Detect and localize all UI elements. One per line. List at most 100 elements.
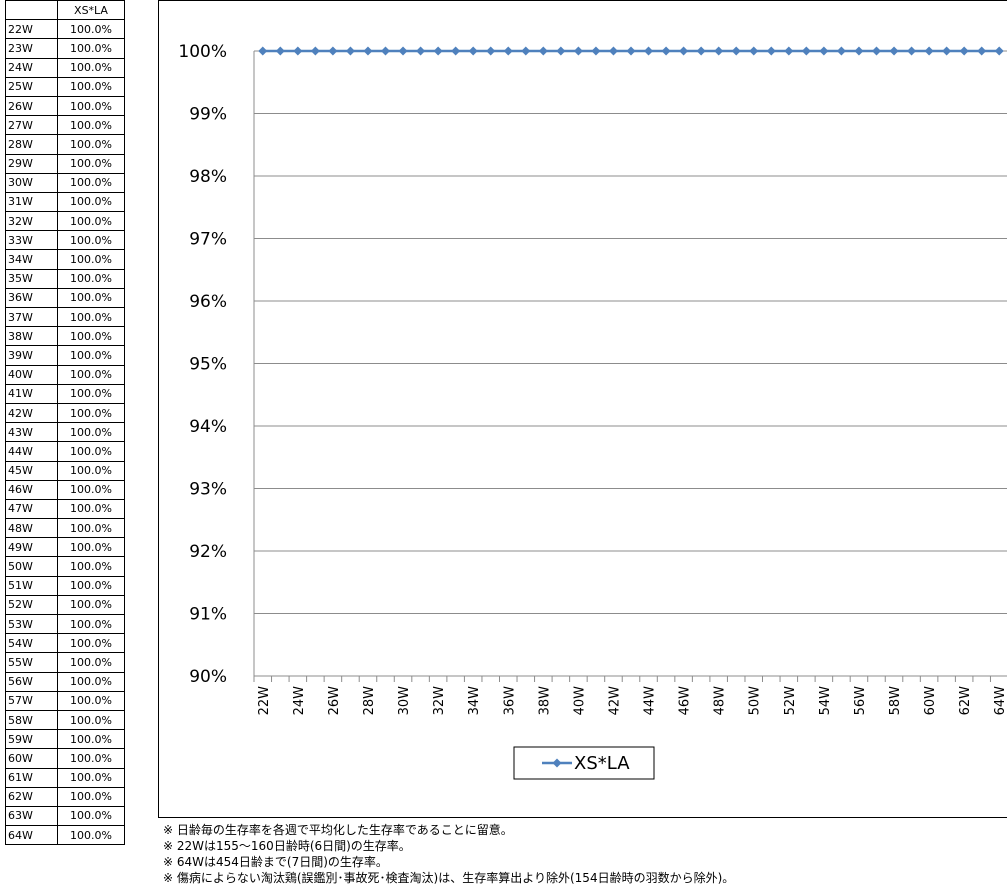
week-cell: 33W [5,230,58,251]
table-row: 24W 100.0% [5,57,125,78]
table-row: 57W 100.0% [5,690,125,711]
table-row: 45W 100.0% [5,460,125,481]
week-cell: 58W [5,709,58,731]
table-row: 27W 100.0% [5,115,125,136]
data-point [310,46,320,56]
data-point [538,46,548,56]
value-cell: 100.0% [57,709,125,731]
table-row: 22W 100.0% [5,19,125,40]
y-tick-label: 94% [189,417,227,437]
table-header-row: XS*LA [5,0,125,21]
week-cell: 57W [5,690,58,711]
week-cell: 60W [5,748,58,769]
value-cell: 100.0% [57,287,125,309]
value-cell: 100.0% [57,729,125,750]
data-point [924,46,934,56]
y-tick-label: 92% [189,542,227,562]
data-point [328,46,338,56]
value-cell: 100.0% [57,211,125,232]
data-point [959,46,969,56]
data-point [503,46,513,56]
table-row: 51W 100.0% [5,575,125,596]
week-cell: 48W [5,518,58,539]
legend-label: XS*LA [574,753,630,774]
week-cell: 26W [5,95,58,117]
table-row: 38W 100.0% [5,326,125,347]
week-cell: 37W [5,306,58,328]
legend-marker-swatch [552,758,562,768]
table-row: 59W 100.0% [5,729,125,750]
x-tick-label: 48W [713,686,728,716]
value-cell: 100.0% [57,249,125,270]
data-point [363,46,373,56]
week-cell: 29W [5,153,58,174]
y-tick-label: 97% [189,230,227,250]
value-cell: 100.0% [57,115,125,136]
table-row: 64W 100.0% [5,825,125,846]
value-cell: 100.0% [57,402,125,424]
week-cell: 28W [5,134,58,155]
x-tick-label: 26W [327,686,342,716]
table-series-header: XS*LA [57,0,125,21]
table-row: 42W 100.0% [5,402,125,424]
data-point [608,46,618,56]
week-cell: 30W [5,172,58,193]
data-point [679,46,689,56]
y-tick-label: 91% [189,605,227,625]
table-row: 36W 100.0% [5,287,125,309]
week-cell: 56W [5,671,58,692]
x-tick-label: 38W [537,686,552,716]
data-point [854,46,864,56]
table-row: 43W 100.0% [5,422,125,443]
value-cell: 100.0% [57,268,125,289]
chart-area: 90% 91% 92% 93% 94% 95% 96% 97% 98% 99% 100% 22W 24W… [158,0,1007,818]
table-row: 49W 100.0% [5,537,125,558]
x-tick-label: 34W [467,686,482,716]
table-row: 33W 100.0% [5,230,125,251]
value-cell: 100.0% [57,748,125,769]
week-cell: 54W [5,633,58,654]
value-cell: 100.0% [57,613,125,635]
x-tick-label: 54W [818,686,833,716]
week-cell: 49W [5,537,58,558]
data-point [486,46,496,56]
x-tick-label: 58W [888,686,903,716]
x-tick-label: 30W [397,686,412,716]
data-point [416,46,426,56]
x-tick-label: 64W [993,686,1007,716]
table-row: 55W 100.0% [5,652,125,673]
value-cell: 100.0% [57,575,125,596]
x-tick-label: 56W [853,686,868,716]
table-row: 26W 100.0% [5,95,125,117]
x-tick-label: 44W [643,686,658,716]
week-cell: 61W [5,767,58,788]
x-tick-label: 24W [292,686,307,716]
value-cell: 100.0% [57,153,125,174]
week-cell: 64W [5,825,58,846]
table-row: 54W 100.0% [5,633,125,654]
value-cell: 100.0% [57,786,125,807]
table-row: 29W 100.0% [5,153,125,174]
value-cell: 100.0% [57,364,125,385]
value-cell: 100.0% [57,671,125,692]
week-cell: 59W [5,729,58,750]
value-cell: 100.0% [57,422,125,443]
table-row: 25W 100.0% [5,76,125,97]
table-row: 37W 100.0% [5,306,125,328]
y-tick-label: 90% [189,667,227,687]
table-row: 40W 100.0% [5,364,125,385]
value-cell: 100.0% [57,690,125,711]
x-tick-label: 50W [748,686,763,716]
data-point [451,46,461,56]
table-row: 60W 100.0% [5,748,125,769]
value-cell: 100.0% [57,191,125,213]
table-row: 34W 100.0% [5,249,125,270]
week-cell: 47W [5,498,58,520]
value-cell: 100.0% [57,134,125,155]
value-cell: 100.0% [57,172,125,193]
data-point [275,46,285,56]
week-cell: 38W [5,326,58,347]
data-point [661,46,671,56]
table-row: 35W 100.0% [5,268,125,289]
x-tick-label: 42W [607,686,622,716]
